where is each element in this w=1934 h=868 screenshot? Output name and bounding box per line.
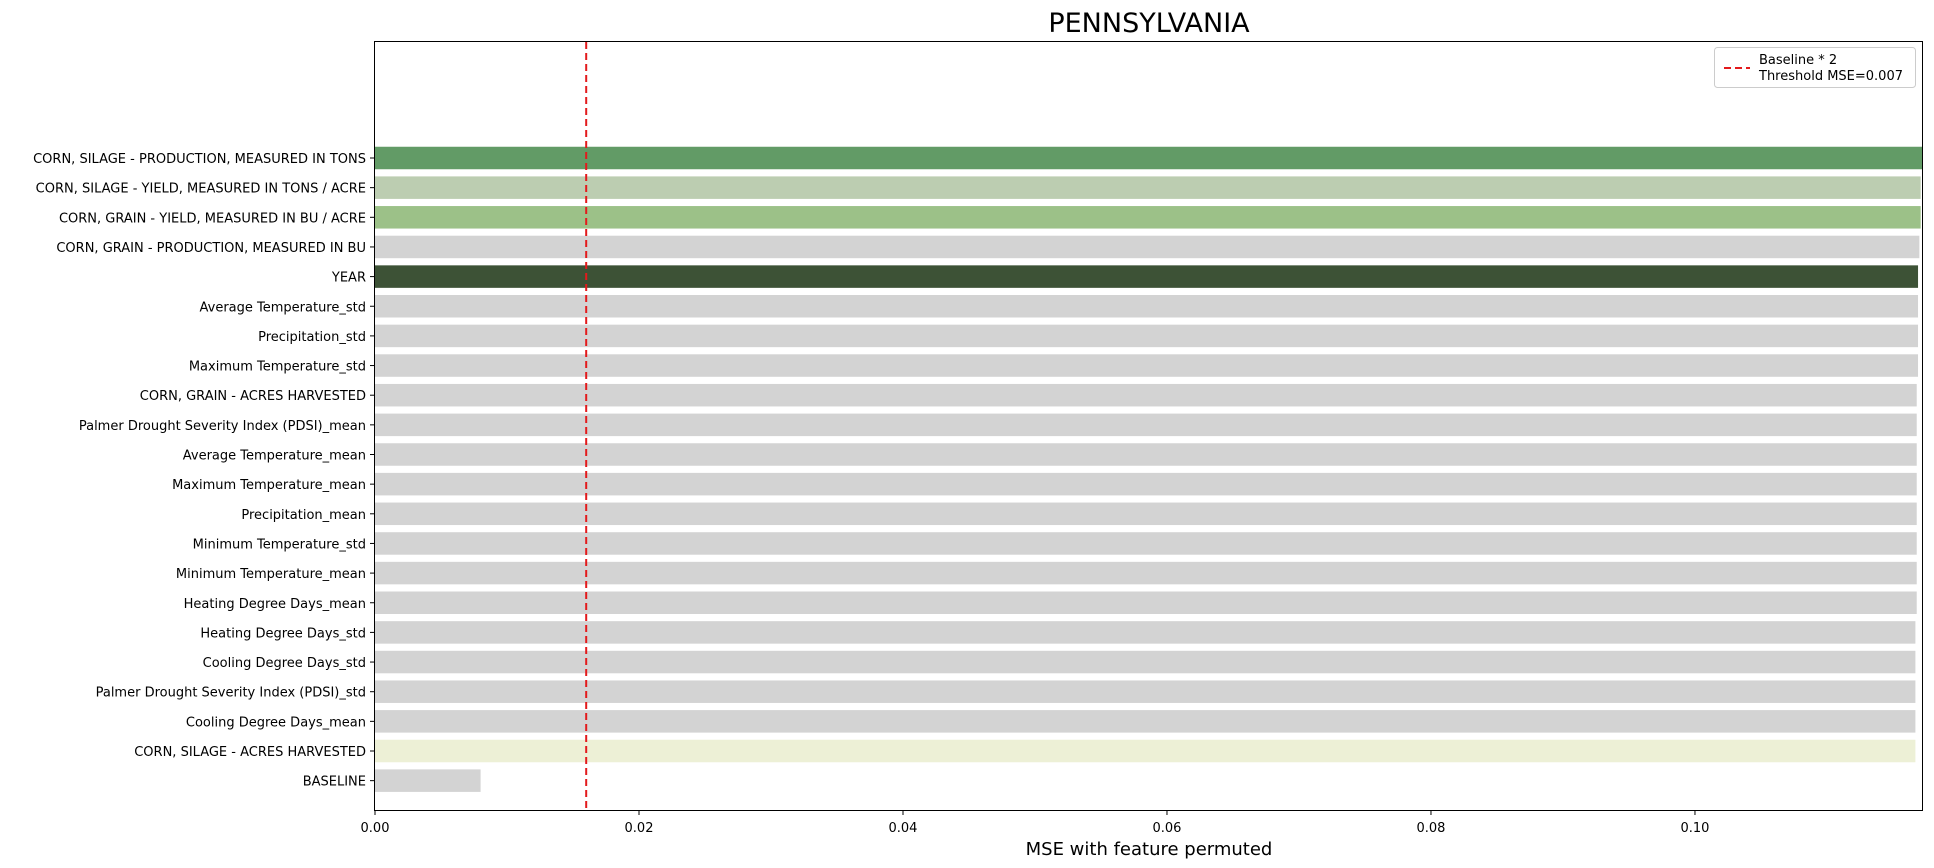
y-tick-label: CORN, SILAGE - ACRES HARVESTED <box>134 745 366 760</box>
y-tick-label: CORN, GRAIN - ACRES HARVESTED <box>140 389 366 404</box>
y-tick-label: Minimum Temperature_mean <box>176 567 366 582</box>
x-tick-label: 0.08 <box>1416 821 1445 836</box>
y-tick-label: Palmer Drought Severity Index (PDSI)_mea… <box>79 419 366 434</box>
bar-baseline <box>375 769 481 792</box>
bar-palmer-drought-severity-index-pdsi-mean <box>375 413 1917 437</box>
bar-maximum-temperature-mean <box>375 472 1917 496</box>
y-tick-label: CORN, SILAGE - YIELD, MEASURED IN TONS /… <box>36 182 366 197</box>
bar-corn-silage-acres-harvested <box>375 739 1916 763</box>
plot-frame <box>374 41 1923 811</box>
y-tick-label: Minimum Temperature_std <box>193 537 366 552</box>
bar-maximum-temperature-std <box>375 354 1919 377</box>
bar-corn-silage-yield-measured-in-tons-acre <box>375 176 1921 199</box>
y-tick-label: Average Temperature_std <box>200 300 367 315</box>
x-tick-label: 0.02 <box>625 821 654 836</box>
y-tick-label: YEAR <box>331 271 366 286</box>
y-tick-label: BASELINE <box>303 775 366 790</box>
bar-average-temperature-std <box>375 295 1919 318</box>
bar-heating-degree-days-mean <box>375 591 1917 614</box>
y-tick-label: CORN, GRAIN - YIELD, MEASURED IN BU / AC… <box>59 211 366 226</box>
chart-title: PENNSYLVANIA <box>1048 8 1250 39</box>
y-tick-label: Maximum Temperature_mean <box>172 478 366 493</box>
y-tick-label: Heating Degree Days_mean <box>184 597 366 612</box>
y-tick-label: Maximum Temperature_std <box>189 360 366 375</box>
y-tick-label: Average Temperature_mean <box>183 449 366 464</box>
x-tick-label: 0.00 <box>361 821 390 836</box>
x-axis-label: MSE with feature permuted <box>1026 839 1273 860</box>
bar-average-temperature-mean <box>375 443 1917 466</box>
y-tick-label: CORN, GRAIN - PRODUCTION, MEASURED IN BU <box>56 241 366 256</box>
y-tick-label: Precipitation_std <box>258 330 366 345</box>
bar-corn-grain-acres-harvested <box>375 383 1917 407</box>
x-tick-label: 0.06 <box>1153 821 1182 836</box>
y-tick-label: Precipitation_mean <box>241 508 366 523</box>
legend-entry-threshold: Threshold MSE=0.007 <box>1758 69 1903 84</box>
bar-corn-silage-production-measured-in-tons <box>375 146 1922 170</box>
bar-year <box>375 265 1919 288</box>
y-tick-label: Heating Degree Days_std <box>200 626 366 641</box>
x-tick-label: 0.10 <box>1680 821 1709 836</box>
legend-box <box>1714 47 1916 88</box>
bar-heating-degree-days-std <box>375 621 1916 644</box>
bar-minimum-temperature-mean <box>375 561 1917 585</box>
bar-corn-grain-yield-measured-in-bu-acre <box>375 206 1921 229</box>
bar-cooling-degree-days-mean <box>375 710 1916 733</box>
bar-palmer-drought-severity-index-pdsi-std <box>375 680 1916 703</box>
bars-layer <box>375 146 1922 792</box>
y-tick-label: Cooling Degree Days_std <box>203 656 366 671</box>
bar-cooling-degree-days-std <box>375 650 1916 674</box>
bar-corn-grain-production-measured-in-bu <box>375 235 1920 259</box>
legend: Baseline * 2 Threshold MSE=0.007 <box>1714 47 1916 88</box>
y-tick-label: CORN, SILAGE - PRODUCTION, MEASURED IN T… <box>33 152 366 167</box>
legend-entry-baseline: Baseline * 2 <box>1759 53 1837 68</box>
x-axis-ticks: 0.00 0.02 0.04 0.06 0.08 0.10 <box>361 810 1709 836</box>
y-tick-label: Cooling Degree Days_mean <box>186 715 366 730</box>
x-tick-label: 0.04 <box>889 821 918 836</box>
y-tick-label: Palmer Drought Severity Index (PDSI)_std <box>96 686 366 701</box>
bar-precipitation-mean <box>375 502 1917 526</box>
bar-precipitation-std <box>375 324 1919 348</box>
bar-minimum-temperature-std <box>375 532 1917 555</box>
y-tick-labels: CORN, SILAGE - PRODUCTION, MEASURED IN T… <box>33 152 375 790</box>
